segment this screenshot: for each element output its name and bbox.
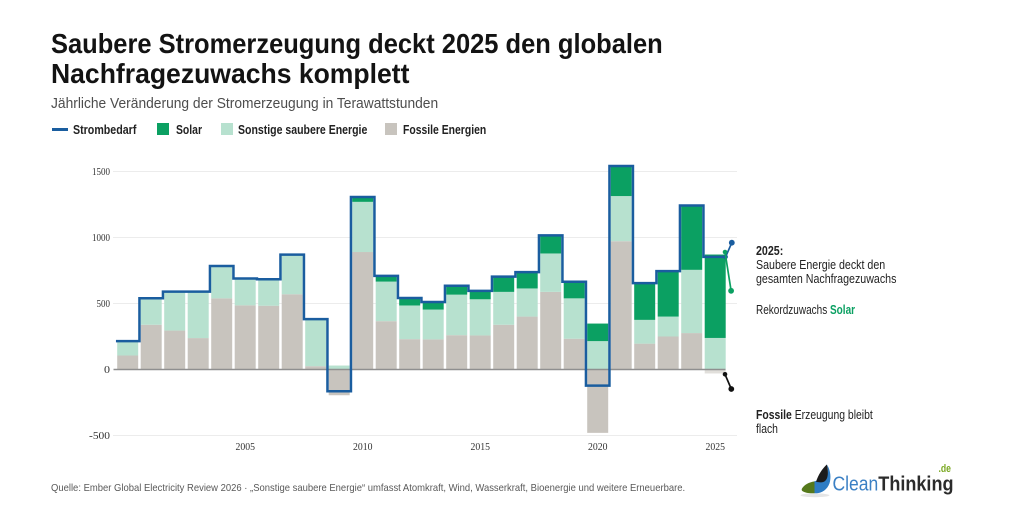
svg-text:500: 500 [97,298,111,310]
svg-text:2025: 2025 [705,441,725,453]
svg-text:1500: 1500 [92,166,110,178]
svg-text:0: 0 [104,364,111,376]
svg-text:2015: 2015 [470,441,490,453]
svg-text:Thinking: Thinking [878,473,953,496]
svg-text:1000: 1000 [92,232,110,244]
svg-text:-500: -500 [89,430,111,442]
svg-text:2010: 2010 [353,441,373,453]
svg-text:.de: .de [939,463,952,475]
svg-text:Clean: Clean [833,473,879,496]
svg-text:2005: 2005 [235,441,255,453]
svg-text:2020: 2020 [588,441,608,453]
